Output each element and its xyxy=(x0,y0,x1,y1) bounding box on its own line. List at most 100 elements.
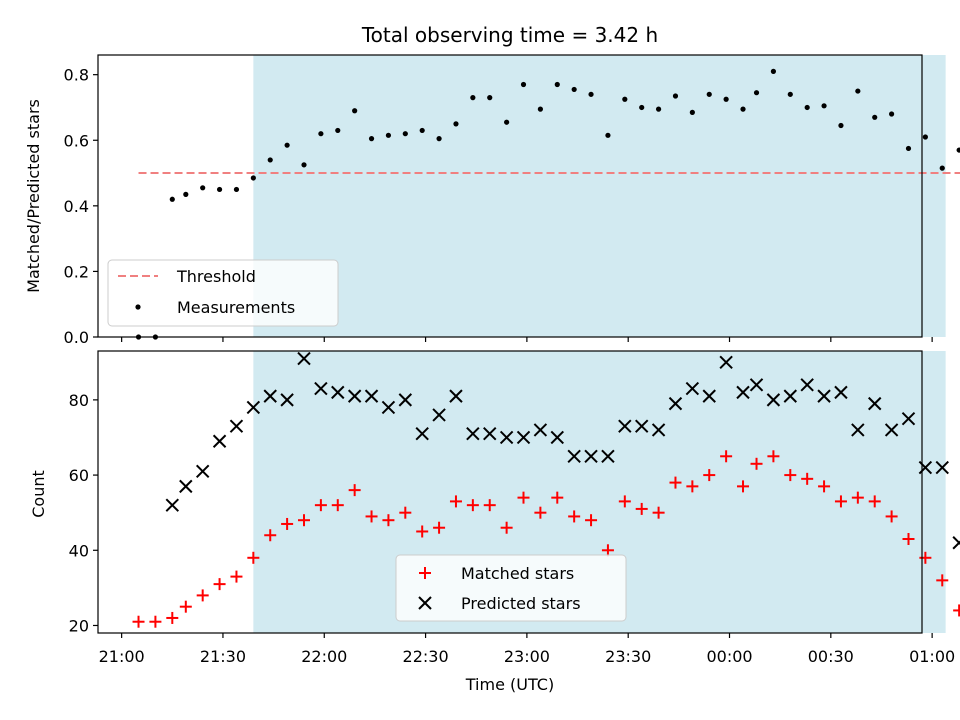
measurement-point xyxy=(655,106,662,112)
matched-star-marker xyxy=(585,514,598,527)
predicted-star-marker xyxy=(651,423,666,437)
predicted-star-marker-b xyxy=(432,408,446,422)
measurement-point xyxy=(689,109,695,115)
measurement-point xyxy=(804,104,810,111)
predicted-star-marker-b xyxy=(314,381,328,396)
predicted-star-marker xyxy=(297,351,311,366)
predicted-star-marker-b xyxy=(736,385,750,400)
predicted-star-marker-b xyxy=(483,427,497,441)
predicted-star-marker xyxy=(212,434,227,448)
matched-star-marker xyxy=(936,574,949,587)
predicted-star-marker xyxy=(935,460,949,475)
predicted-star-marker xyxy=(702,389,716,403)
ratio-y-tick: 0.6 xyxy=(64,131,98,150)
ratio-legend: Threshold Measurements xyxy=(107,259,339,327)
measurement-point xyxy=(889,111,895,117)
matched-star-marker xyxy=(348,484,361,497)
measurement-point xyxy=(200,185,206,191)
matched-star-marker xyxy=(720,450,733,463)
matched-star-marker xyxy=(919,551,932,564)
measurement-point xyxy=(622,96,628,102)
count-legend-box xyxy=(395,554,627,622)
measurement-point xyxy=(352,108,358,114)
time-x-tick-label: 00:00 xyxy=(706,647,752,666)
predicted-star-marker-b xyxy=(567,449,581,463)
matched-star-marker xyxy=(818,480,831,493)
predicted-star-marker xyxy=(918,460,933,475)
time-x-tick: 00:30 xyxy=(808,633,854,666)
matched-star-marker xyxy=(230,570,243,583)
observing-window-shade-top xyxy=(253,55,946,337)
predicted-star-marker-b xyxy=(398,393,413,407)
legend-matched-swatch xyxy=(419,567,431,579)
predicted-star-marker xyxy=(195,464,210,479)
matched-star-marker xyxy=(885,510,898,523)
count-y-tick-label: 40 xyxy=(69,541,89,560)
predicted-star-marker xyxy=(165,498,180,512)
predicted-star-marker-b xyxy=(516,430,531,445)
time-x-tick-label: 00:30 xyxy=(808,647,854,666)
matched-star-marker xyxy=(416,525,429,538)
matched-star-marker xyxy=(382,514,395,527)
predicted-star-marker-b xyxy=(212,434,227,448)
predicted-star-marker-b xyxy=(901,411,916,426)
measurement-point xyxy=(706,91,712,97)
predicted-star-marker-b xyxy=(651,423,666,437)
predicted-star-marker-b xyxy=(868,396,882,411)
predicted-star-marker-b xyxy=(499,430,514,445)
measurement-point xyxy=(770,68,777,74)
measurement-point xyxy=(838,122,844,129)
predicted-star-marker xyxy=(263,389,277,403)
ratio-y-tick: 0.2 xyxy=(64,262,98,281)
predicted-star-marker-b xyxy=(851,423,865,437)
predicted-star-marker-b xyxy=(918,460,933,475)
predicted-star-marker xyxy=(381,400,396,415)
predicted-star-marker xyxy=(280,393,294,407)
matched-star-marker xyxy=(601,544,614,557)
count-y-axis-ticks: 20 40 60 80 xyxy=(69,391,98,635)
time-x-tick: 00:00 xyxy=(706,633,753,666)
predicted-star-marker xyxy=(800,378,814,392)
matched-star-marker xyxy=(132,615,145,628)
predicted-star-marker-b xyxy=(550,430,564,445)
ratio-y-tick-label: 0.8 xyxy=(64,66,89,85)
measurement-point xyxy=(419,127,425,134)
count-panel: 20 40 60 80 21:00 21:30 22:00 22:30 23:00 23:30 0… xyxy=(29,350,960,694)
matched-star-marker xyxy=(166,611,179,624)
ratio-y-tick: 0.0 xyxy=(64,328,98,347)
predicted-star-marker xyxy=(601,449,615,463)
predicted-star-marker xyxy=(952,536,960,550)
matched-star-marker xyxy=(652,506,665,519)
matched-star-marker xyxy=(737,480,750,493)
matched-star-marker xyxy=(298,514,310,527)
matched-stars-points xyxy=(132,450,960,628)
predicted-stars-points xyxy=(165,351,960,550)
time-x-tick-label: 23:00 xyxy=(504,647,550,666)
predicted-star-marker-b xyxy=(952,540,960,550)
ratio-y-tick: 0.8 xyxy=(64,66,98,85)
measurement-point xyxy=(436,136,442,142)
predicted-star-marker-b xyxy=(702,389,716,403)
measurement-point xyxy=(368,136,375,142)
predicted-star-marker xyxy=(634,419,649,433)
time-x-tick-label: 01:00 xyxy=(909,647,955,666)
matched-star-marker xyxy=(247,551,260,564)
measurement-point xyxy=(169,196,175,202)
predicted-star-marker xyxy=(834,385,848,400)
predicted-star-marker xyxy=(432,408,446,422)
matched-star-marker xyxy=(466,499,479,512)
measurement-point xyxy=(183,191,189,197)
matched-star-marker xyxy=(801,472,814,485)
predicted-star-marker xyxy=(499,430,514,445)
matched-star-marker xyxy=(686,480,699,493)
time-x-tick: 21:30 xyxy=(200,633,246,666)
time-x-tick: 23:30 xyxy=(605,633,651,666)
legend-threshold-label: Threshold xyxy=(176,267,256,286)
predicted-star-marker xyxy=(347,389,362,403)
matched-star-marker xyxy=(449,495,462,508)
predicted-star-marker-b xyxy=(685,381,700,396)
time-x-tick-label: 23:30 xyxy=(605,647,651,666)
predicted-star-marker xyxy=(246,400,261,415)
matched-star-marker xyxy=(767,450,780,463)
